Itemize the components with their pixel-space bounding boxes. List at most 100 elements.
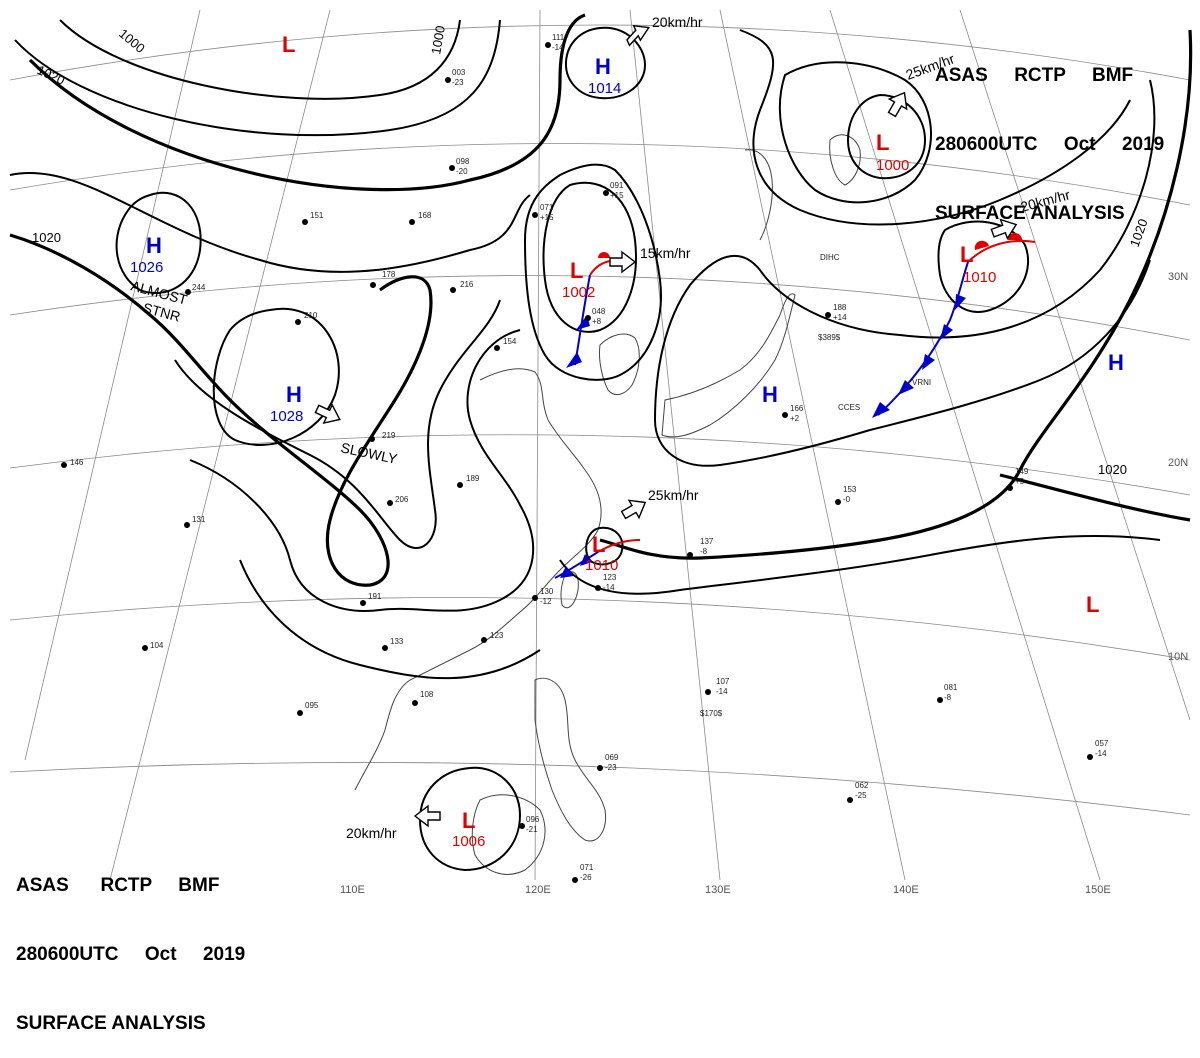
- station-marker: [847, 797, 853, 803]
- front-triangle: [580, 554, 592, 566]
- fronts: [554, 233, 1036, 579]
- lat-label-30n: 30N: [1168, 271, 1188, 283]
- station-value: 108: [420, 690, 434, 699]
- station-value: 188: [833, 303, 847, 312]
- station-value: 071: [540, 203, 554, 212]
- station-value: 191: [368, 592, 382, 601]
- station-value: 104: [150, 641, 164, 650]
- station-marker: [412, 700, 418, 706]
- station-marker: [457, 482, 463, 488]
- station-value: +8: [592, 317, 602, 326]
- station-marker: [302, 219, 308, 225]
- header-unit: BMF: [178, 875, 220, 896]
- header-title: SURFACE ANALYSIS: [935, 203, 1125, 224]
- station-marker: [370, 282, 376, 288]
- station-value: -14: [603, 583, 615, 592]
- station-marker: [705, 689, 711, 695]
- station-value: 048: [592, 307, 606, 316]
- station-value: -23: [605, 763, 617, 772]
- high-center-letter: H: [1108, 350, 1124, 375]
- lat-label-10n: 10N: [1168, 651, 1188, 663]
- lon-label-150e: 150E: [1085, 884, 1111, 896]
- front-triangle: [898, 380, 914, 395]
- low-center-letter: L: [1086, 592, 1099, 617]
- front-triangle: [922, 354, 935, 370]
- station-marker: [185, 289, 191, 295]
- station-marker: [937, 697, 943, 703]
- station-id: $170$: [700, 709, 723, 718]
- cold-front-scs: [554, 551, 599, 579]
- header-station: RCTP: [100, 875, 152, 896]
- station-value: 178: [382, 270, 396, 279]
- station-marker: [61, 462, 67, 468]
- lon-label-130e: 130E: [705, 884, 731, 896]
- station-value: -8: [944, 693, 952, 702]
- header-month: Oct: [1063, 134, 1096, 155]
- station-value: 154: [503, 337, 517, 346]
- station-marker: [1007, 485, 1013, 491]
- grid-labels: 110E 120E 130E 140E 150E 30N 20N 10N: [340, 271, 1188, 896]
- station-marker: [545, 42, 551, 48]
- station-id: CCES: [838, 403, 860, 412]
- lon-label-120e: 120E: [525, 884, 551, 896]
- station-value: +15: [610, 191, 624, 200]
- station-value: 130: [540, 587, 554, 596]
- station-marker: [449, 165, 455, 171]
- front-triangle: [940, 324, 953, 340]
- station-value: 098: [456, 157, 470, 166]
- station-value: 206: [395, 495, 409, 504]
- station-value: -23: [452, 78, 464, 87]
- movement-arrow: [887, 91, 908, 118]
- header-line-3: SURFACE ANALYSIS: [935, 202, 1164, 225]
- station-marker: [597, 765, 603, 771]
- station-marker: [519, 823, 525, 829]
- station-id: $389$: [818, 333, 841, 342]
- front-semicircle: [974, 240, 989, 250]
- low-center-value: 1010: [963, 269, 996, 286]
- station-marker: [603, 190, 609, 196]
- station-value: 071: [580, 863, 594, 872]
- header-year: 2019: [202, 944, 246, 965]
- station-value: 219: [382, 431, 396, 440]
- station-value: 003: [452, 68, 466, 77]
- station-id: VRNI: [912, 378, 931, 387]
- movement-speed: 15km/hr: [640, 245, 691, 261]
- station-id: DIHC: [820, 253, 840, 262]
- isobars: [9, 13, 1193, 872]
- station-value: -14: [552, 43, 564, 52]
- header-unit: BMF: [1092, 65, 1134, 86]
- station-value: 149: [1015, 467, 1029, 476]
- station-value: 189: [466, 474, 480, 483]
- header-agency: ASAS: [935, 65, 988, 86]
- station-marker: [481, 637, 487, 643]
- station-value: -21: [526, 825, 538, 834]
- movement-speed: 20km/hr: [652, 14, 703, 30]
- station-marker: [387, 500, 393, 506]
- station-value: 057: [1095, 739, 1109, 748]
- station-marker: [595, 585, 601, 591]
- station-value: 123: [603, 573, 617, 582]
- isobar-label-1020-d: 1020: [1098, 462, 1127, 477]
- warm-front-scs: [597, 539, 641, 553]
- low-center-value: 1006: [452, 833, 485, 850]
- low-center-letter: L: [570, 258, 583, 283]
- header-year: 2019: [1121, 134, 1165, 155]
- station-marker: [494, 345, 500, 351]
- station-marker: [382, 645, 388, 651]
- station-value: +5: [1015, 477, 1025, 486]
- station-value: +14: [833, 313, 847, 322]
- station-value: 166: [790, 404, 804, 413]
- station-marker: [687, 552, 693, 558]
- header-line-1: ASAS RCTP BMF: [16, 874, 245, 897]
- lat-label-20n: 20N: [1168, 457, 1188, 469]
- station-value: -26: [580, 873, 592, 882]
- high-center-value: 1028: [270, 408, 303, 425]
- lon-label-140e: 140E: [893, 884, 919, 896]
- coastlines: [354, 134, 861, 875]
- station-value: -14: [1095, 749, 1107, 758]
- front-triangle: [566, 352, 582, 368]
- low-center-letter: L: [876, 130, 889, 155]
- station-value: 168: [418, 211, 432, 220]
- station-marker: [1087, 754, 1093, 760]
- station-marker: [585, 315, 591, 321]
